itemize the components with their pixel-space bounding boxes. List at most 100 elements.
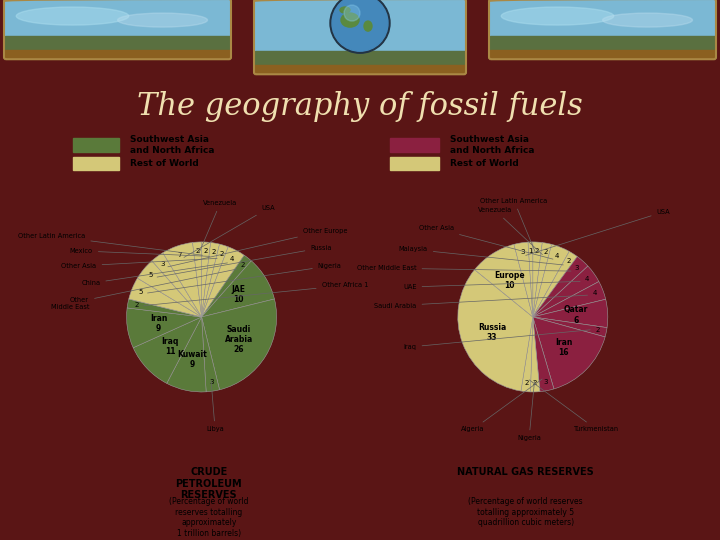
Text: Other Latin America: Other Latin America <box>480 198 548 253</box>
Bar <box>255 51 465 73</box>
Text: Venezuela: Venezuela <box>199 200 238 253</box>
Text: Nigeria: Nigeria <box>517 381 541 442</box>
Text: Iran
9: Iran 9 <box>150 314 167 333</box>
Wedge shape <box>202 261 274 317</box>
Ellipse shape <box>340 7 350 13</box>
Text: 7: 7 <box>178 252 182 258</box>
Wedge shape <box>129 278 202 317</box>
Text: 2: 2 <box>211 249 216 255</box>
Wedge shape <box>533 266 599 317</box>
Text: Rest of World: Rest of World <box>450 159 518 168</box>
Text: 2: 2 <box>524 380 528 386</box>
Wedge shape <box>533 317 554 392</box>
Wedge shape <box>533 281 606 317</box>
Text: 4: 4 <box>555 253 559 259</box>
Wedge shape <box>533 245 570 317</box>
Text: 2: 2 <box>533 380 537 386</box>
Circle shape <box>344 5 360 21</box>
Text: Nigeria: Nigeria <box>148 263 342 293</box>
Text: Malaysia: Malaysia <box>399 246 563 265</box>
Text: 2: 2 <box>203 248 208 254</box>
Text: Rest of World: Rest of World <box>130 159 198 168</box>
Ellipse shape <box>117 13 207 27</box>
Text: 4: 4 <box>593 291 597 296</box>
Text: Other Europe: Other Europe <box>168 228 347 267</box>
Wedge shape <box>202 242 220 317</box>
Text: 3: 3 <box>210 379 214 385</box>
Wedge shape <box>152 253 202 317</box>
Bar <box>490 0 715 58</box>
Text: (Percentage of world reserves
totalling approximately 5
quadrillion cubic meters: (Percentage of world reserves totalling … <box>468 497 583 527</box>
Wedge shape <box>458 269 533 391</box>
Text: 2: 2 <box>135 302 139 308</box>
Wedge shape <box>127 308 202 348</box>
Wedge shape <box>202 242 211 317</box>
Wedge shape <box>533 299 608 328</box>
Text: Other Middle East: Other Middle East <box>357 265 571 271</box>
Text: CRUDE
PETROLEUM
RESERVES: CRUDE PETROLEUM RESERVES <box>176 467 242 501</box>
Wedge shape <box>202 255 251 317</box>
Text: Other
Middle East: Other Middle East <box>50 269 237 310</box>
Ellipse shape <box>501 7 613 25</box>
Text: China: China <box>81 263 228 286</box>
Wedge shape <box>167 317 206 392</box>
Wedge shape <box>514 242 533 317</box>
Wedge shape <box>133 317 202 383</box>
Bar <box>255 65 465 73</box>
Text: Turkmenistan: Turkmenistan <box>529 380 619 433</box>
Wedge shape <box>533 317 605 389</box>
Text: 5: 5 <box>138 289 143 295</box>
Ellipse shape <box>17 7 129 25</box>
Wedge shape <box>202 244 228 317</box>
Text: Saudi
Arabia
26: Saudi Arabia 26 <box>225 325 253 354</box>
Wedge shape <box>192 242 202 317</box>
Wedge shape <box>533 252 577 317</box>
Wedge shape <box>531 317 540 392</box>
Circle shape <box>332 0 388 51</box>
Text: 2: 2 <box>240 262 245 268</box>
Text: NATURAL GAS RESERVES: NATURAL GAS RESERVES <box>457 467 594 477</box>
Bar <box>390 138 439 152</box>
Text: Russia
33: Russia 33 <box>478 323 506 342</box>
Ellipse shape <box>603 13 693 27</box>
Wedge shape <box>533 242 542 317</box>
Bar <box>490 50 715 58</box>
Text: 3: 3 <box>520 249 525 255</box>
Bar <box>5 0 230 58</box>
Text: 3: 3 <box>543 379 547 385</box>
Text: Libya: Libya <box>206 381 224 433</box>
Wedge shape <box>474 245 533 317</box>
Circle shape <box>330 0 390 53</box>
Bar <box>73 138 120 152</box>
Wedge shape <box>533 317 607 337</box>
Bar <box>255 0 465 73</box>
Text: Venezuela: Venezuela <box>478 207 542 255</box>
Text: Kuwait
9: Kuwait 9 <box>178 350 207 369</box>
Text: USA: USA <box>526 209 670 255</box>
Text: Southwest Asia
and North Africa: Southwest Asia and North Africa <box>130 135 214 154</box>
Text: 2: 2 <box>219 251 223 257</box>
Wedge shape <box>127 299 202 317</box>
Bar <box>5 50 230 58</box>
Text: Iran
16: Iran 16 <box>555 338 572 357</box>
Text: Algeria: Algeria <box>461 379 542 433</box>
Wedge shape <box>533 242 552 317</box>
Text: Europe
10: Europe 10 <box>494 271 525 290</box>
Text: 4: 4 <box>585 275 589 282</box>
Text: 3: 3 <box>575 265 579 271</box>
Text: Other Asia: Other Asia <box>61 258 217 269</box>
Text: (Percentage of world
reserves totalling
approximately
1 trillion barrels): (Percentage of world reserves totalling … <box>169 497 248 538</box>
Text: 2: 2 <box>567 259 571 265</box>
Text: Mexico: Mexico <box>70 248 210 256</box>
Text: 2: 2 <box>195 248 200 254</box>
Text: 1: 1 <box>528 248 533 254</box>
Text: Iraq: Iraq <box>403 330 590 350</box>
Wedge shape <box>163 242 202 317</box>
Wedge shape <box>521 317 533 392</box>
Text: UAE: UAE <box>403 281 580 290</box>
Text: Qatar
6: Qatar 6 <box>564 305 588 325</box>
Text: 2: 2 <box>535 248 539 254</box>
Text: 2: 2 <box>595 327 600 334</box>
Text: Other Asia: Other Asia <box>419 226 553 259</box>
Text: Other Latin America: Other Latin America <box>18 233 202 255</box>
